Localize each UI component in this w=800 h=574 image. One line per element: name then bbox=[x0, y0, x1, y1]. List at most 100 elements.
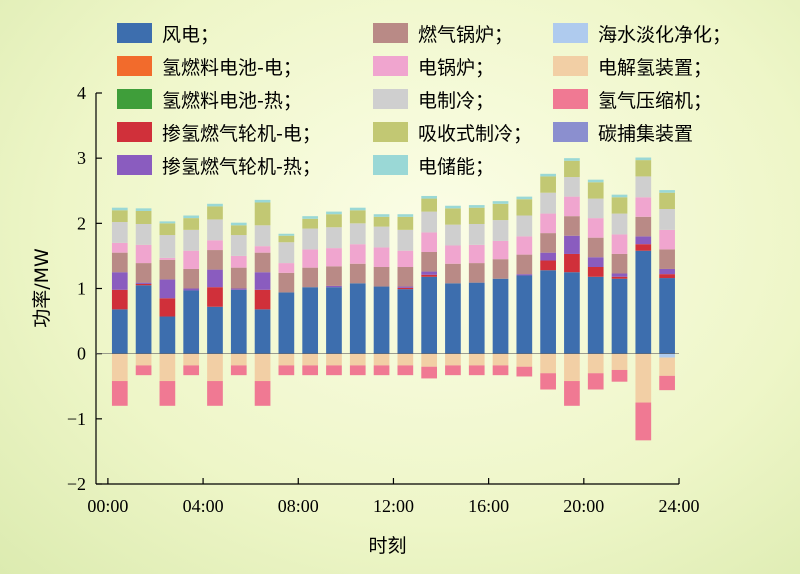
bar-segment bbox=[564, 158, 580, 161]
bar-segment bbox=[397, 266, 414, 287]
bar-segment bbox=[135, 208, 152, 211]
bar-segment bbox=[207, 206, 223, 220]
bar-segment bbox=[111, 353, 128, 382]
bar-segment bbox=[421, 366, 437, 379]
bar-segment bbox=[397, 286, 414, 288]
legend-swatch bbox=[553, 89, 588, 109]
y-tick-label: 4 bbox=[77, 83, 86, 103]
bar-segment bbox=[564, 177, 580, 197]
legend-swatch bbox=[373, 23, 408, 43]
bar-segment bbox=[421, 195, 437, 199]
bar-segment bbox=[254, 381, 271, 406]
bar-segment bbox=[611, 194, 628, 198]
bar-segment bbox=[468, 205, 485, 208]
bar-segment bbox=[302, 228, 319, 250]
bar-segment bbox=[135, 353, 152, 366]
bar-segment bbox=[326, 287, 342, 354]
bar-segment bbox=[230, 267, 247, 289]
legend-swatch bbox=[553, 23, 588, 43]
bar-segment bbox=[468, 282, 485, 354]
bar-segment bbox=[326, 353, 342, 366]
bar-segment bbox=[159, 223, 176, 236]
legend-label: 电储能； bbox=[418, 156, 494, 178]
bar-segment bbox=[540, 353, 556, 374]
bar-segment bbox=[373, 365, 390, 376]
bar-segment bbox=[326, 285, 342, 288]
bar-segment bbox=[302, 365, 319, 376]
bar-segment bbox=[540, 173, 556, 177]
bar-segment bbox=[278, 263, 295, 273]
bar-segment bbox=[587, 266, 604, 277]
bar-segment bbox=[516, 275, 533, 354]
bar-segment bbox=[492, 278, 509, 354]
bar-segment bbox=[635, 353, 652, 403]
bar-segment bbox=[611, 273, 628, 277]
bar-segment bbox=[445, 283, 461, 354]
bar-segment bbox=[397, 365, 414, 376]
bar-segment bbox=[611, 253, 628, 274]
bar-segment bbox=[230, 222, 247, 226]
bar-segment bbox=[659, 268, 675, 275]
x-tick-label: 12:00 bbox=[373, 496, 414, 516]
bar-segment bbox=[492, 240, 509, 260]
bar-segment bbox=[349, 244, 366, 264]
legend-label: 氢燃料电池-电； bbox=[162, 57, 302, 79]
bar-segment bbox=[373, 226, 390, 248]
bar-segment bbox=[492, 220, 509, 241]
bar-segment bbox=[349, 263, 366, 284]
bar-segment bbox=[159, 221, 176, 224]
bar-segment bbox=[135, 282, 152, 284]
bar-segment bbox=[349, 207, 366, 211]
bar-segment bbox=[373, 216, 390, 227]
bar-segment bbox=[207, 287, 223, 307]
bar-segment bbox=[516, 366, 533, 377]
bar-segment bbox=[373, 286, 390, 354]
bar-segment bbox=[135, 244, 152, 264]
bar-segment bbox=[111, 207, 128, 211]
bar-segment bbox=[635, 176, 652, 198]
legend-label: 风电； bbox=[162, 24, 219, 46]
bar-segment bbox=[302, 287, 319, 354]
bar-segment bbox=[635, 244, 652, 251]
bar-segment bbox=[421, 276, 437, 354]
bar-segment bbox=[587, 182, 604, 199]
bar-segment bbox=[468, 244, 485, 264]
bar-segment bbox=[349, 210, 366, 224]
bar-segment bbox=[468, 223, 485, 245]
bar-segment bbox=[540, 260, 556, 271]
bar-segment bbox=[326, 211, 342, 215]
bar-segment bbox=[373, 353, 390, 366]
legend-swatch bbox=[117, 155, 152, 175]
bar-segment bbox=[659, 190, 675, 193]
legend-label: 电解氢装置； bbox=[598, 57, 712, 79]
legend-label: 掺氢燃气轮机-热； bbox=[162, 156, 321, 178]
bar-segment bbox=[564, 160, 580, 178]
bar-segment bbox=[564, 272, 580, 354]
legend-swatch bbox=[373, 89, 408, 109]
bar-segment bbox=[421, 271, 437, 275]
y-tick-label: 1 bbox=[77, 279, 86, 299]
y-tick-label: −2 bbox=[67, 474, 86, 494]
legend-swatch bbox=[117, 23, 152, 43]
bar-segment bbox=[278, 353, 295, 366]
bar-segment bbox=[254, 225, 271, 247]
bar-segment bbox=[302, 249, 319, 268]
bar-segment bbox=[659, 192, 675, 209]
bar-segment bbox=[540, 270, 556, 354]
bar-segment bbox=[159, 235, 176, 258]
bar-segment bbox=[254, 246, 271, 253]
bar-segment bbox=[207, 219, 223, 241]
bar-segment bbox=[183, 353, 200, 366]
bar-segment bbox=[635, 250, 652, 354]
bar-segment bbox=[587, 353, 604, 374]
bar-segment bbox=[397, 353, 414, 366]
bar-segment bbox=[159, 316, 176, 354]
bar-segment bbox=[278, 292, 295, 354]
bar-segment bbox=[611, 369, 628, 382]
legend-label: 电锅炉； bbox=[418, 57, 494, 79]
bar-segment bbox=[254, 309, 271, 354]
bar-segment bbox=[587, 179, 604, 183]
bar-segment bbox=[397, 214, 414, 217]
bar-segment bbox=[302, 218, 319, 229]
